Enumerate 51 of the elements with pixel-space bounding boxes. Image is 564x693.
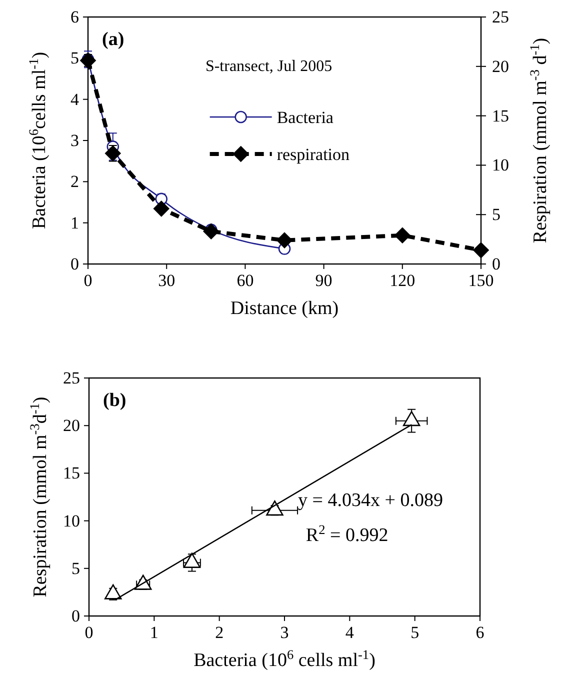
y2-tick-label: 10	[492, 156, 509, 175]
y-tick-label: 0	[70, 254, 79, 274]
annotation: R$^{2}$ = 0.992	[306, 522, 388, 546]
x-tick-label: 2	[215, 623, 224, 642]
point	[183, 552, 201, 568]
y-tick-label: 6	[70, 7, 79, 26]
x-tick-label: 90	[315, 271, 332, 290]
x-tick-label: 4	[345, 623, 354, 642]
y-tick-label: 2	[70, 172, 79, 192]
x-tick-label: 60	[236, 271, 254, 290]
x-tick-label: 120	[390, 271, 416, 290]
y2-tick-label: 5	[492, 205, 500, 224]
y2-tick-label: 25	[492, 7, 509, 26]
x-tick-label: 30	[158, 271, 176, 290]
annotation: y = 4.034x + 0.089	[298, 490, 443, 511]
y-tick-label: 4	[70, 90, 80, 109]
point	[266, 500, 284, 516]
annotation: S-transect, Jul 2005	[205, 58, 332, 75]
point	[153, 200, 170, 217]
legend-label: respiration	[276, 145, 350, 164]
y-tick-label: 5	[70, 48, 79, 68]
y-tick-label: 1	[70, 213, 79, 232]
x-tick-label: 150	[468, 271, 494, 290]
y-tick-label: 20	[63, 416, 80, 436]
y2-tick-label: 15	[492, 106, 509, 126]
y-tick-label: 0	[72, 606, 80, 626]
point	[402, 410, 420, 426]
x-tick-label: 0	[84, 623, 94, 642]
y-tick-label: 10	[63, 511, 80, 530]
y-tick-label: 5	[72, 558, 80, 578]
text: (a)	[102, 29, 124, 50]
point	[276, 232, 292, 248]
x-tick-label: 3	[280, 623, 289, 642]
point	[473, 242, 489, 258]
point	[394, 227, 410, 244]
y-tick-label: 25	[63, 368, 80, 388]
x-tick-label: 6	[476, 623, 484, 642]
point	[203, 224, 220, 240]
point	[105, 145, 121, 162]
x-axis-title: Bacteria (10$^{6}$ cells ml$^{-1}$)	[194, 646, 376, 671]
text: (b)	[103, 390, 126, 411]
x-tick-label: 1	[150, 623, 158, 642]
y2-tick-label: 20	[492, 56, 509, 76]
point	[80, 52, 96, 68]
y-tick-label: 3	[70, 130, 79, 150]
x-axis-title: Distance (km)	[230, 298, 339, 319]
x-tick-label: 5	[410, 623, 420, 642]
y2-tick-label: 0	[492, 254, 500, 274]
legend-label: Bacteria	[276, 108, 334, 127]
x-tick-label: 0	[84, 271, 92, 290]
y-tick-label: 15	[63, 464, 80, 483]
